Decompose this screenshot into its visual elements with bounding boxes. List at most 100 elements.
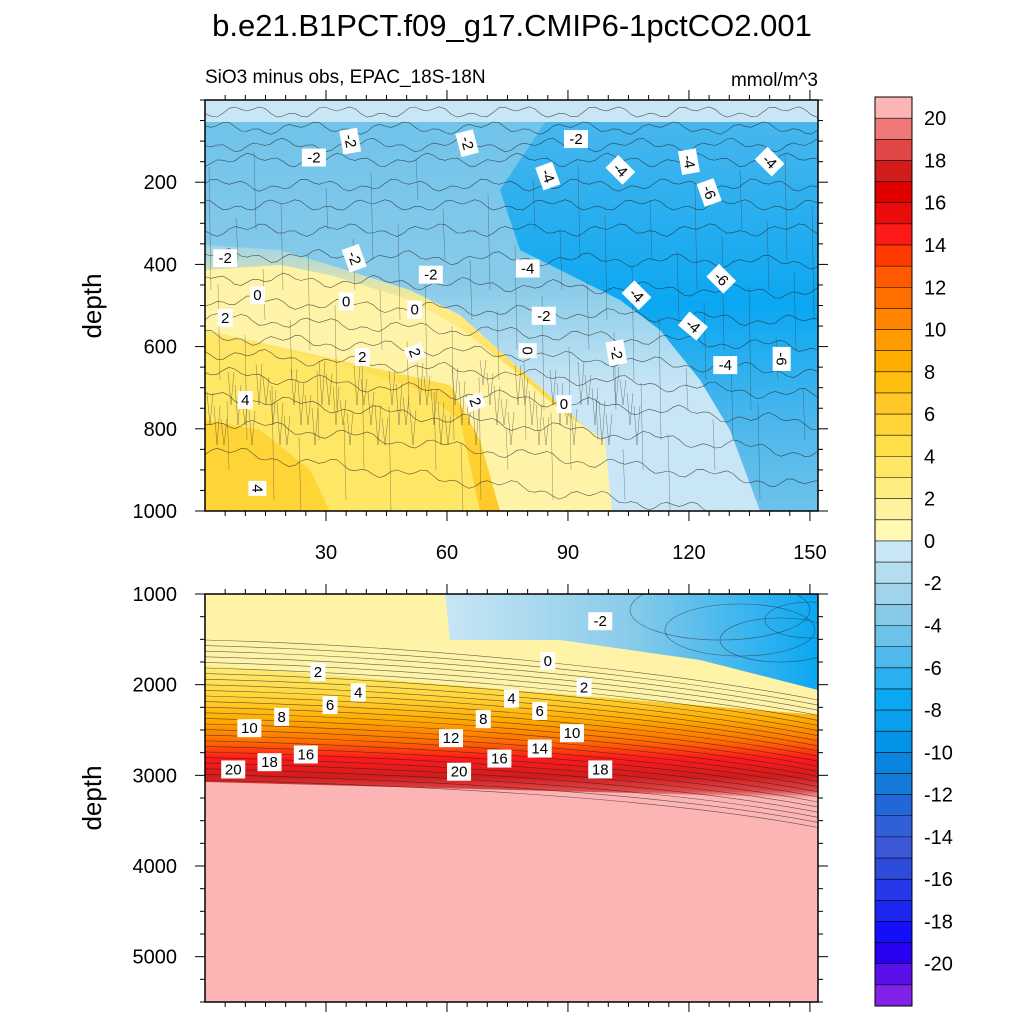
colorbar-swatch — [875, 308, 912, 331]
colorbar-swatch — [875, 815, 912, 838]
bottom-panel — [205, 594, 818, 1002]
contour-line — [205, 349, 818, 400]
colorbar-label: 8 — [924, 362, 935, 384]
contour-label-bg — [515, 259, 540, 278]
contour-spike — [451, 367, 459, 406]
contour-label-text: -6 — [773, 352, 790, 365]
contour-label: -2 — [341, 243, 367, 273]
colorbar-swatch — [875, 329, 912, 352]
contour-spike — [253, 151, 257, 231]
contour-label-bg — [237, 391, 253, 410]
colorbar: 20181614121086420-2-4-6-8-10-12-14-16-18… — [874, 96, 953, 1007]
contour-line — [205, 121, 818, 135]
contour-label-bg — [338, 292, 354, 311]
colorbar-swatch — [875, 223, 912, 246]
contour-label: 0 — [407, 300, 423, 319]
x-tick-label: 150 — [793, 542, 826, 564]
contour-label-text: -2 — [307, 150, 320, 167]
contour-label: 0 — [249, 286, 265, 305]
contour-label: 0 — [518, 343, 537, 359]
contour-label-bg — [588, 612, 613, 631]
contour-spike — [577, 163, 581, 261]
contour-label-bg — [713, 356, 738, 375]
contour-spike — [269, 389, 277, 426]
contour-line — [205, 656, 818, 716]
contour-spike — [591, 387, 599, 426]
contour-line — [205, 645, 818, 706]
contour-line — [205, 740, 818, 793]
contour-label-text: 4 — [354, 684, 362, 701]
contour-label: 4 — [504, 689, 519, 708]
contour-spike — [220, 418, 228, 446]
contour-label: 2 — [464, 391, 487, 413]
contour-label-bg — [274, 707, 290, 726]
contour-label-bg — [564, 130, 589, 149]
contour-label-text: 6 — [326, 697, 334, 714]
contour-spike — [244, 334, 248, 441]
contour-label-bg — [678, 311, 708, 341]
contour-label-text: 4 — [241, 392, 249, 409]
contour-line — [205, 272, 818, 299]
y-tick-label: 400 — [144, 254, 177, 276]
contour-spike — [595, 397, 599, 441]
contour-spike — [784, 154, 788, 261]
contour-spike — [619, 379, 627, 406]
colorbar-label: 12 — [924, 277, 946, 299]
contour-label-text: 18 — [261, 754, 278, 771]
contour-label-text: 10 — [241, 720, 258, 737]
contour-label-bg — [535, 161, 561, 191]
colorbar-swatch — [875, 667, 912, 690]
contour-spike — [307, 253, 311, 351]
contour-line — [205, 684, 818, 742]
colorbar-label: -16 — [924, 869, 953, 891]
contour-spike — [633, 405, 641, 446]
contour-line — [205, 667, 818, 726]
contour-label-bg — [527, 739, 552, 758]
contour-label: -2 — [339, 127, 362, 155]
bottom-y-axis-label: depth — [77, 765, 107, 830]
contour-label: 20 — [221, 760, 246, 779]
contour-label: 4 — [237, 391, 253, 410]
contour-spike — [276, 402, 284, 446]
contour-label: -2 — [418, 265, 443, 284]
contour-label: -4 — [535, 161, 561, 191]
contour-label-bg — [754, 146, 785, 177]
contour-label-text: 20 — [451, 764, 468, 781]
contour-spike — [415, 157, 419, 201]
contour-spike — [535, 403, 543, 446]
contour-spike — [766, 220, 770, 291]
colorbar-label: 4 — [924, 446, 935, 468]
contour-label-bg — [772, 346, 791, 371]
contour-spike — [360, 378, 368, 406]
contour-line — [205, 706, 818, 762]
contour-spike — [598, 400, 606, 446]
contour-label-text: -2 — [606, 345, 625, 361]
contour-spike — [667, 433, 671, 511]
contour-spike — [298, 436, 302, 511]
contour-label: -4 — [678, 148, 700, 176]
contour-spike — [430, 388, 438, 426]
contour-label-text: 2 — [358, 349, 366, 366]
contour-label-bg — [556, 395, 572, 414]
contour-line — [205, 768, 818, 818]
contour-line — [205, 723, 818, 777]
colorbar-label: -20 — [924, 954, 953, 976]
contour-label: 10 — [237, 719, 262, 738]
contour-spike — [802, 388, 806, 441]
colorbar-swatch — [875, 266, 912, 288]
contour-label-text: -4 — [521, 261, 534, 278]
contour-label: 2 — [217, 308, 233, 327]
colorbar-swatch — [875, 879, 912, 901]
contour-label: -6 — [696, 178, 722, 207]
contour-spike — [437, 401, 445, 446]
contour-label-bg — [322, 696, 338, 715]
contour-line — [205, 673, 818, 731]
contour-line — [205, 774, 818, 823]
contour-label: -2 — [564, 130, 589, 149]
colorbar-swatch — [875, 562, 912, 584]
contour-spike — [416, 362, 424, 406]
y-tick-label: 1000 — [133, 584, 178, 606]
contour-label: 18 — [588, 760, 613, 779]
top-spikes — [206, 151, 815, 511]
